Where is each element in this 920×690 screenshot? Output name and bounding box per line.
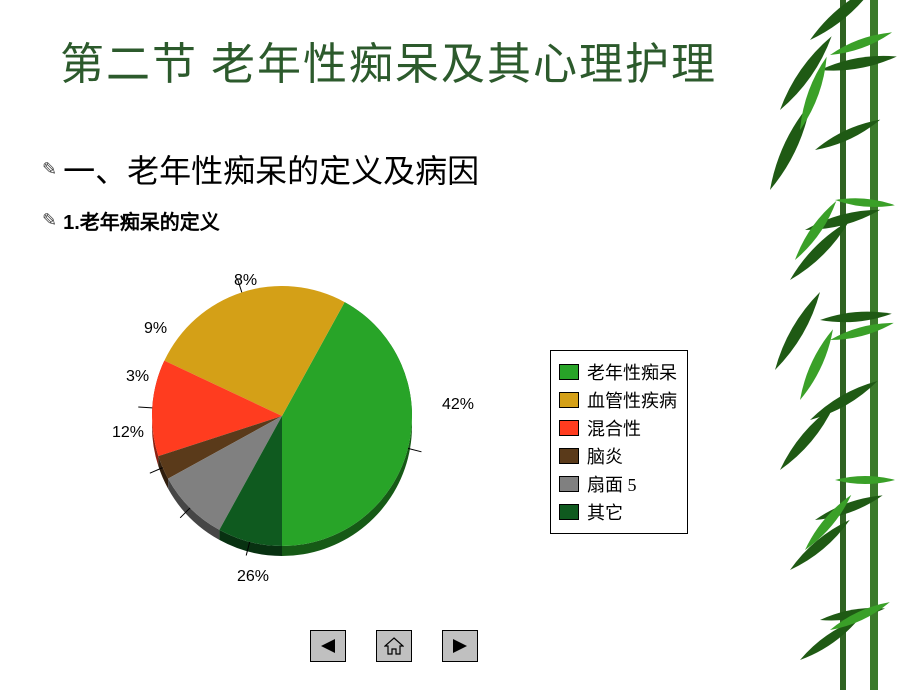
legend-item: 脑炎 (559, 443, 677, 469)
legend-item: 老年性痴呆 (559, 359, 677, 385)
legend-swatch (559, 420, 579, 436)
subtitle-row: ✎ 一、老年性痴呆的定义及病因 (42, 146, 479, 192)
bullet-icon: ✎ (42, 153, 57, 185)
legend-label: 脑炎 (587, 443, 623, 469)
pie-percent-label: 12% (112, 424, 144, 442)
pie-chart: 42%26%12%3%9%8% (102, 256, 462, 576)
legend-item: 混合性 (559, 415, 677, 441)
pie-percent-label: 3% (126, 368, 149, 386)
legend-swatch (559, 504, 579, 520)
legend-label: 混合性 (587, 415, 641, 441)
home-button[interactable] (376, 630, 412, 662)
legend-swatch (559, 392, 579, 408)
bullet-icon: ✎ (42, 204, 57, 236)
legend-swatch (559, 476, 579, 492)
legend-item: 其它 (559, 499, 677, 525)
nav-buttons (310, 630, 478, 662)
page-title: 第二节 老年性痴呆及其心理护理 (60, 28, 717, 92)
pie-percent-label: 9% (144, 320, 167, 338)
legend-item: 扇面 5 (559, 471, 677, 497)
triangle-right-icon (451, 638, 469, 654)
pie-percent-label: 26% (237, 568, 269, 586)
subsubtitle-text: 1.老年痴呆的定义 (63, 206, 220, 235)
legend-label: 老年性痴呆 (587, 359, 677, 385)
house-icon (384, 637, 404, 655)
pie-percent-label: 8% (234, 272, 257, 290)
prev-button[interactable] (310, 630, 346, 662)
subsubtitle-row: ✎ 1.老年痴呆的定义 (42, 204, 220, 236)
pie-svg (122, 266, 442, 566)
subtitle-text: 一、老年性痴呆的定义及病因 (63, 146, 479, 192)
legend-swatch (559, 364, 579, 380)
legend-item: 血管性疾病 (559, 387, 677, 413)
triangle-left-icon (319, 638, 337, 654)
legend-label: 血管性疾病 (587, 387, 677, 413)
legend-label: 其它 (587, 499, 623, 525)
next-button[interactable] (442, 630, 478, 662)
bamboo-decoration (720, 0, 920, 690)
legend-swatch (559, 448, 579, 464)
chart-legend: 老年性痴呆血管性疾病混合性脑炎扇面 5其它 (550, 350, 688, 534)
slide: 第二节 老年性痴呆及其心理护理 ✎ 一、老年性痴呆的定义及病因 ✎ 1.老年痴呆… (0, 0, 920, 690)
pie-percent-label: 42% (442, 396, 474, 414)
legend-label: 扇面 5 (587, 471, 637, 497)
